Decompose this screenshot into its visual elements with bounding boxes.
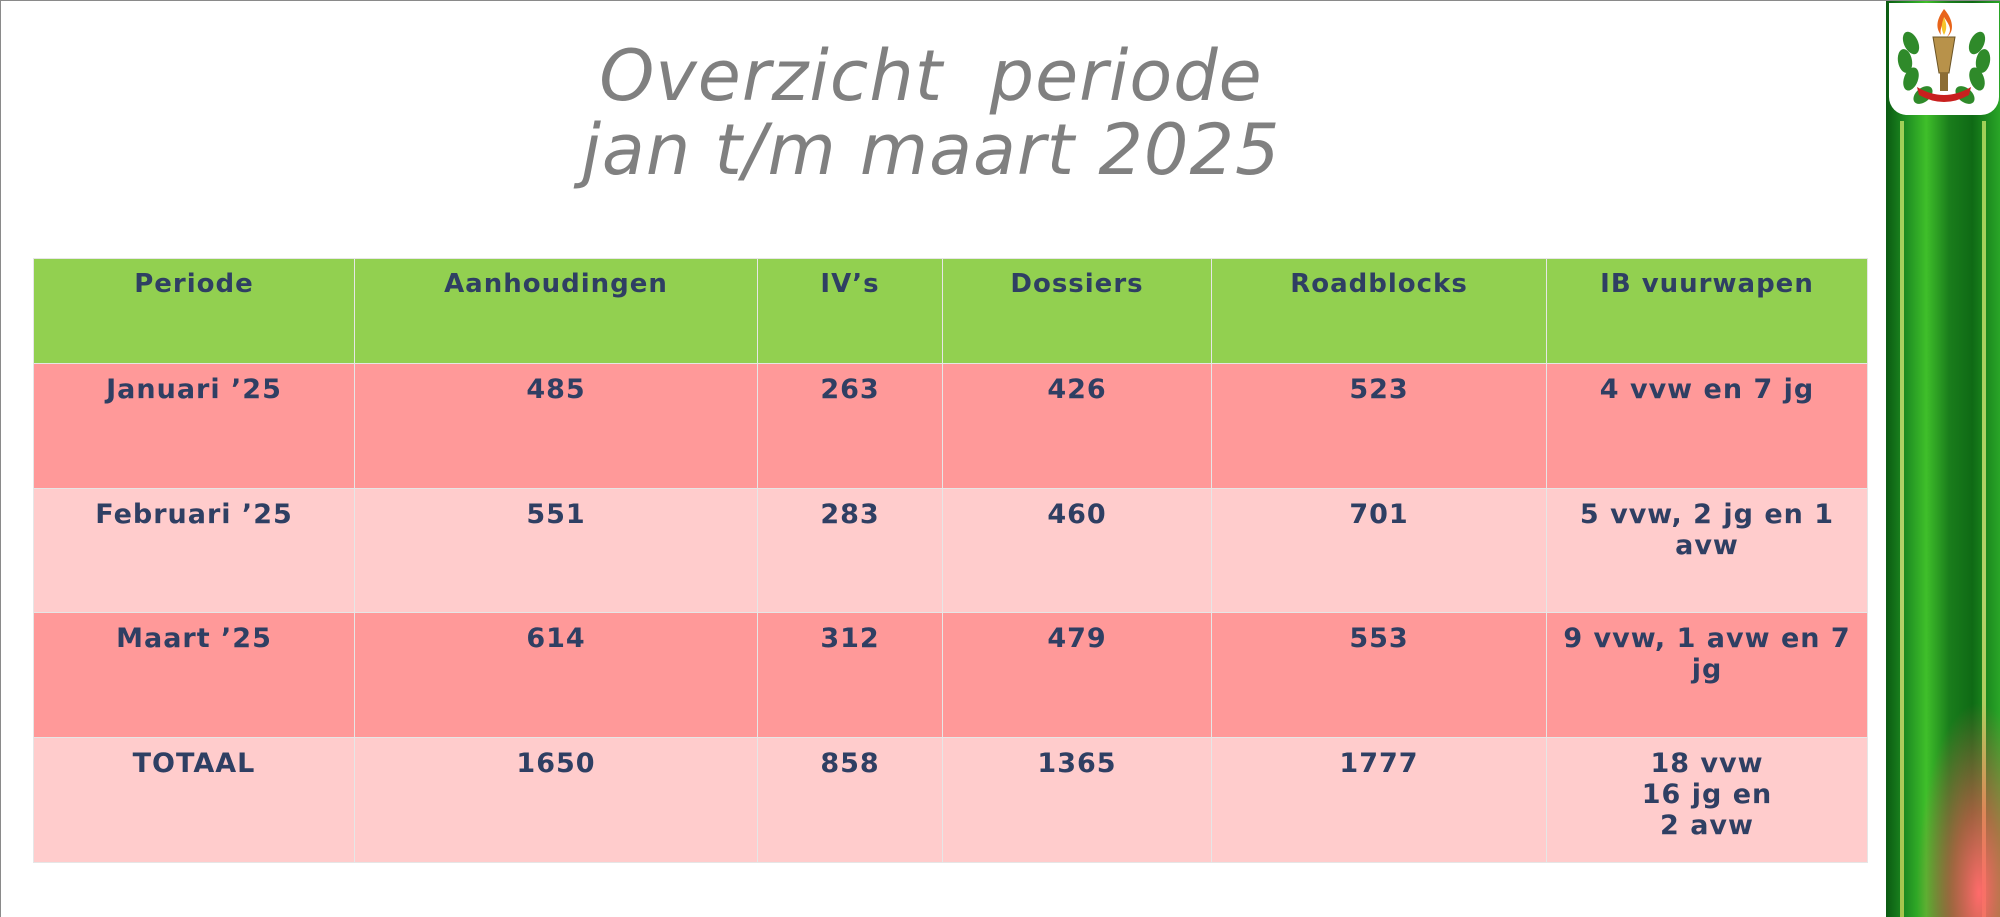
header-cell: Roadblocks <box>1211 258 1547 364</box>
table-cell: 4 vvw en 7 jg <box>1546 363 1868 489</box>
sidebar-glow <box>1916 701 2000 917</box>
table-cell: Maart ’25 <box>33 612 355 738</box>
table-cell: 858 <box>757 737 943 863</box>
table-cell: 1777 <box>1211 737 1547 863</box>
table-cell: 1650 <box>354 737 758 863</box>
table-row: Februari ’25 551 283 460 701 5 vvw, 2 jg… <box>33 488 1868 613</box>
header-cell: Dossiers <box>942 258 1212 364</box>
table-row: Maart ’25 614 312 479 553 9 vvw, 1 avw e… <box>33 612 1868 738</box>
table-cell: 551 <box>354 488 758 613</box>
table-cell: Januari ’25 <box>33 363 355 489</box>
header-cell: IV’s <box>757 258 943 364</box>
table-row-total: TOTAAL 1650 858 1365 1777 18 vvw 16 jg e… <box>33 737 1868 863</box>
title-line-2: jan t/m maart 2025 <box>581 109 1281 191</box>
decorative-sidebar <box>1886 1 2000 917</box>
table-row: Januari ’25 485 263 426 523 4 vvw en 7 j… <box>33 363 1868 489</box>
sidebar-stripe <box>1900 121 1904 917</box>
header-cell: Aanhoudingen <box>354 258 758 364</box>
table-cell: 18 vvw 16 jg en 2 avw <box>1546 737 1868 863</box>
title-line-1: Overzicht periode <box>599 35 1263 117</box>
table-cell: 485 <box>354 363 758 489</box>
table-cell: 479 <box>942 612 1212 738</box>
table-cell: 553 <box>1211 612 1547 738</box>
table-cell: TOTAAL <box>33 737 355 863</box>
page-title: Overzicht periode jan t/m maart 2025 <box>1 39 1861 187</box>
table-cell: 614 <box>354 612 758 738</box>
header-cell: IB vuurwapen <box>1546 258 1868 364</box>
table-cell: 283 <box>757 488 943 613</box>
table-cell: 701 <box>1211 488 1547 613</box>
overview-table: Periode Aanhoudingen IV’s Dossiers Roadb… <box>33 258 1868 863</box>
table-cell: 523 <box>1211 363 1547 489</box>
total-firearms-text: 18 vvw 16 jg en 2 avw <box>1641 748 1773 841</box>
table-cell: 312 <box>757 612 943 738</box>
table-cell: 460 <box>942 488 1212 613</box>
table-cell: 5 vvw, 2 jg en 1 avw <box>1546 488 1868 613</box>
police-emblem-icon <box>1889 3 1999 115</box>
table-cell: 263 <box>757 363 943 489</box>
table-cell: 426 <box>942 363 1212 489</box>
sidebar-stripe <box>1982 121 1986 917</box>
header-cell: Periode <box>33 258 355 364</box>
table-cell: Februari ’25 <box>33 488 355 613</box>
table-cell: 9 vvw, 1 avw en 7 jg <box>1546 612 1868 738</box>
table-cell: 1365 <box>942 737 1212 863</box>
table-header-row: Periode Aanhoudingen IV’s Dossiers Roadb… <box>33 258 1868 364</box>
